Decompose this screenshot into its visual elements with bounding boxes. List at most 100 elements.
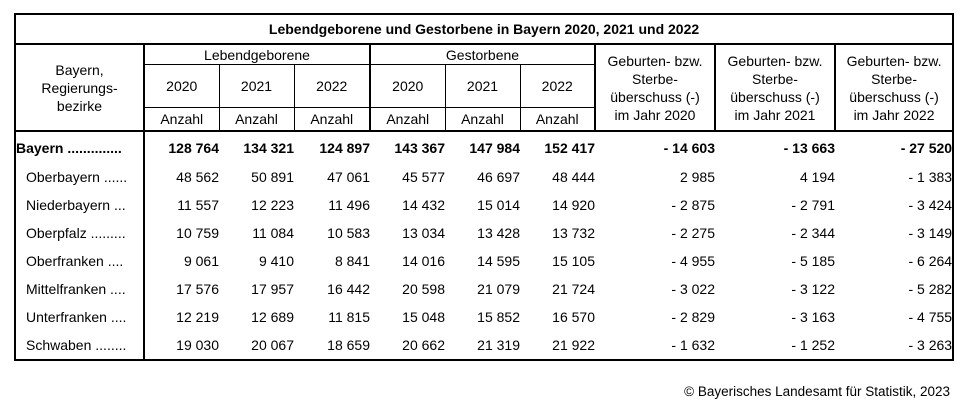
balance-2020: - 2 875 bbox=[671, 197, 715, 213]
births-2020: 19 030 bbox=[176, 337, 219, 353]
deaths-2020: 20 598 bbox=[402, 281, 445, 297]
table-row-mittelfranken: Mittelfranken .... 17 576 17 957 16 442 … bbox=[15, 275, 953, 303]
year-header-deaths-2022: 2022 bbox=[519, 64, 595, 108]
year-header-births-2021: 2021 bbox=[218, 64, 294, 108]
balance-2022: - 6 264 bbox=[908, 253, 953, 269]
balance-header-2020: Geburten- bzw. Sterbe- überschuss (-) im… bbox=[594, 44, 715, 132]
births-2021: 17 957 bbox=[251, 281, 294, 297]
row-label: Oberfranken .... bbox=[15, 247, 145, 275]
deaths-2020: 15 048 bbox=[402, 309, 445, 325]
balance-2022: - 27 520 bbox=[900, 139, 953, 156]
balance-2022: - 5 282 bbox=[908, 281, 953, 297]
births-2022: 124 897 bbox=[319, 139, 370, 156]
statistics-table: Lebendgeborene und Gestorbene in Bayern … bbox=[14, 13, 955, 361]
table-row-schwaben: Schwaben ........ 19 030 20 067 18 659 2… bbox=[15, 331, 953, 360]
births-2021: 11 084 bbox=[252, 225, 294, 241]
births-2021: 50 891 bbox=[251, 169, 294, 185]
deaths-2022: 152 417 bbox=[544, 139, 595, 156]
deaths-2020: 45 577 bbox=[402, 169, 445, 185]
balance-header-2021: Geburten- bzw. Sterbe- überschuss (-) im… bbox=[714, 44, 835, 132]
births-2020: 11 557 bbox=[177, 197, 219, 213]
table-title: Lebendgeborene und Gestorbene in Bayern … bbox=[15, 14, 954, 45]
group-header-births: Lebendgeborene bbox=[144, 44, 371, 65]
balance-2020: - 2 829 bbox=[671, 309, 715, 325]
group-header-row: Bayern, Regierungs- bezirke Lebendgebore… bbox=[15, 44, 954, 132]
table-row-bayern: Bayern .............. 128 764 134 321 12… bbox=[15, 131, 953, 163]
deaths-2022: 48 444 bbox=[552, 169, 595, 185]
table-row-oberbayern: Oberbayern ...... 48 562 50 891 47 061 4… bbox=[15, 163, 953, 191]
births-2021: 20 067 bbox=[251, 337, 294, 353]
deaths-2021: 15 014 bbox=[477, 197, 520, 213]
year-header-deaths-2020: 2020 bbox=[369, 64, 445, 108]
year-header-births-2020: 2020 bbox=[143, 64, 219, 108]
balance-2021: - 2 791 bbox=[791, 197, 835, 213]
row-header-label: Bayern, Regierungs- bezirke bbox=[15, 44, 145, 132]
unit-label: Anzahl bbox=[143, 107, 219, 132]
balance-2022: - 3 263 bbox=[908, 337, 953, 353]
unit-label: Anzahl bbox=[293, 107, 370, 132]
balance-2022: - 3 149 bbox=[908, 225, 953, 241]
births-2022: 11 496 bbox=[328, 197, 370, 213]
deaths-2021: 21 079 bbox=[477, 281, 520, 297]
year-header-births-2022: 2022 bbox=[293, 64, 370, 108]
deaths-2022: 21 922 bbox=[552, 337, 595, 353]
births-2022: 47 061 bbox=[327, 169, 370, 185]
balance-2021: - 3 122 bbox=[791, 281, 835, 297]
births-2022: 16 442 bbox=[327, 281, 370, 297]
balance-2021: - 2 344 bbox=[791, 225, 835, 241]
births-2020: 128 764 bbox=[168, 139, 219, 156]
deaths-2021: 21 319 bbox=[477, 337, 520, 353]
balance-2022: - 1 383 bbox=[908, 169, 953, 185]
year-header-row: 2020 2021 2022 2020 2021 2022 bbox=[15, 64, 953, 108]
balance-2020: - 3 022 bbox=[671, 281, 715, 297]
unit-label: Anzahl bbox=[369, 107, 445, 132]
balance-2020: - 4 955 bbox=[671, 253, 715, 269]
deaths-2021: 14 595 bbox=[477, 253, 520, 269]
table-row-unterfranken: Unterfranken .... 12 219 12 689 11 815 1… bbox=[15, 303, 953, 331]
balance-2021: - 5 185 bbox=[791, 253, 835, 269]
births-2022: 18 659 bbox=[327, 337, 370, 353]
balance-2021: - 1 252 bbox=[791, 337, 835, 353]
year-header-deaths-2021: 2021 bbox=[444, 64, 520, 108]
balance-2020: - 2 275 bbox=[671, 225, 715, 241]
table-row-niederbayern: Niederbayern ... 11 557 12 223 11 496 14… bbox=[15, 191, 953, 219]
row-label: Schwaben ........ bbox=[15, 331, 145, 360]
births-2022: 11 815 bbox=[328, 309, 370, 325]
deaths-2020: 14 016 bbox=[402, 253, 445, 269]
row-label: Oberpfalz ......... bbox=[15, 219, 145, 247]
deaths-2022: 16 570 bbox=[552, 309, 595, 325]
deaths-2020: 143 367 bbox=[394, 139, 445, 156]
balance-2020: 2 985 bbox=[679, 169, 715, 185]
table-row-oberpfalz: Oberpfalz ......... 10 759 11 084 10 583… bbox=[15, 219, 953, 247]
births-2021: 9 410 bbox=[258, 253, 294, 269]
births-2021: 134 321 bbox=[243, 139, 294, 156]
births-2020: 10 759 bbox=[176, 225, 219, 241]
balance-2021: - 13 663 bbox=[783, 139, 835, 156]
deaths-2020: 14 432 bbox=[402, 197, 445, 213]
deaths-2022: 13 732 bbox=[552, 225, 595, 241]
balance-2020: - 14 603 bbox=[663, 139, 715, 156]
balance-2021: 4 194 bbox=[799, 169, 835, 185]
births-2020: 17 576 bbox=[176, 281, 219, 297]
group-header-deaths: Gestorbene bbox=[370, 44, 596, 65]
births-2022: 8 841 bbox=[334, 253, 370, 269]
deaths-2020: 20 662 bbox=[402, 337, 445, 353]
table-row-oberfranken: Oberfranken .... 9 061 9 410 8 841 14 01… bbox=[15, 247, 953, 275]
unit-label: Anzahl bbox=[519, 107, 595, 132]
balance-2020: - 1 632 bbox=[671, 337, 715, 353]
row-label: Bayern .............. bbox=[15, 131, 145, 163]
births-2021: 12 223 bbox=[251, 197, 294, 213]
row-label: Oberbayern ...... bbox=[15, 163, 145, 191]
balance-2022: - 4 755 bbox=[908, 309, 953, 325]
title-row: Lebendgeborene und Gestorbene in Bayern … bbox=[15, 14, 954, 45]
balance-2021: - 3 163 bbox=[791, 309, 835, 325]
row-label: Unterfranken .... bbox=[15, 303, 145, 331]
deaths-2021: 15 852 bbox=[477, 309, 520, 325]
unit-label: Anzahl bbox=[444, 107, 520, 132]
unit-header-row: Anzahl Anzahl Anzahl Anzahl Anzahl Anzah… bbox=[15, 107, 953, 132]
deaths-2022: 14 920 bbox=[552, 197, 595, 213]
unit-label: Anzahl bbox=[218, 107, 294, 132]
births-2022: 10 583 bbox=[327, 225, 370, 241]
deaths-2022: 15 105 bbox=[552, 253, 595, 269]
